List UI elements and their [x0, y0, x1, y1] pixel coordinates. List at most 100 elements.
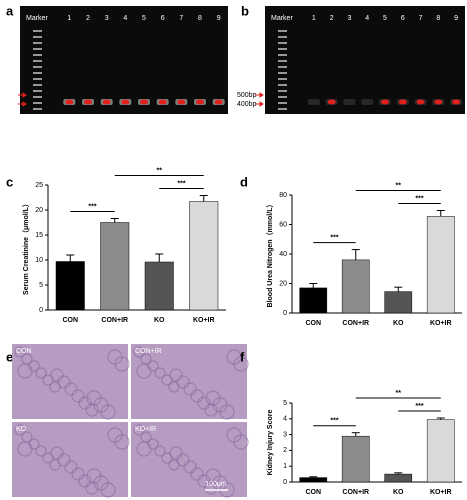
ladder-band — [278, 84, 287, 86]
tubule — [147, 438, 159, 450]
significance-label: *** — [88, 203, 96, 210]
lane-number: 3 — [105, 15, 109, 22]
ladder-band — [278, 30, 287, 32]
tubule — [49, 381, 61, 393]
panel-label: d — [240, 174, 248, 189]
tubule — [136, 363, 152, 379]
tubule — [176, 375, 190, 389]
histology-label: CON — [16, 348, 32, 355]
saturated-band — [434, 99, 443, 105]
lane-number: 5 — [142, 15, 146, 22]
ladder-band — [278, 66, 287, 68]
significance-label: ** — [157, 167, 163, 174]
lane-number: 7 — [419, 15, 423, 22]
significance-label: ** — [396, 182, 402, 189]
panel-label: c — [6, 174, 13, 189]
ladder-band — [33, 90, 42, 92]
tubule — [50, 368, 64, 382]
y-tick-label: 0 — [283, 310, 287, 317]
significance-label: *** — [415, 195, 423, 202]
ladder-band — [33, 102, 42, 104]
size-label: 400bp — [0, 101, 20, 108]
saturated-band — [416, 99, 425, 105]
x-tick-label: CON+IR — [342, 489, 369, 496]
y-tick-label: 4 — [283, 416, 287, 423]
tubule — [168, 381, 180, 393]
tubule — [219, 404, 235, 420]
ladder-band — [33, 54, 42, 56]
tubule — [78, 474, 92, 488]
tubule — [204, 403, 218, 417]
tubule — [71, 467, 85, 481]
tubule — [168, 459, 180, 471]
lane-number: 1 — [312, 15, 316, 22]
y-axis-label: Blood Urea Nitrogen（mmol/L） — [266, 201, 274, 308]
size-arrow — [255, 101, 264, 107]
y-axis-label: Kidney Injury Score — [267, 410, 274, 476]
tubule — [183, 382, 197, 396]
ladder-band — [33, 66, 42, 68]
size-label: 500bp — [0, 92, 20, 99]
tubule — [147, 360, 159, 372]
x-tick-label: KO+IR — [430, 320, 452, 327]
lane-number: 4 — [123, 15, 127, 22]
tubule — [28, 360, 40, 372]
tubule — [136, 441, 152, 457]
lane-number: 6 — [401, 15, 405, 22]
x-tick-label: CON — [62, 317, 78, 324]
ladder-band — [33, 42, 42, 44]
significance-label: *** — [330, 234, 338, 241]
significance-label: *** — [330, 418, 338, 425]
panel-label: b — [241, 3, 249, 18]
ladder-band — [33, 84, 42, 86]
size-arrow — [18, 101, 27, 107]
saturated-band — [381, 99, 389, 105]
y-tick-label: 5 — [283, 400, 287, 407]
saturated-band — [398, 99, 407, 105]
lane-number: 8 — [436, 15, 440, 22]
tubule — [233, 356, 249, 372]
tubule — [114, 356, 130, 372]
bar — [426, 216, 455, 314]
ladder-band — [278, 90, 287, 92]
tubule — [161, 452, 173, 464]
tubule — [133, 346, 145, 358]
gel-image — [20, 6, 228, 114]
bar — [341, 259, 370, 314]
y-tick-label: 20 — [279, 280, 287, 287]
size-arrow — [255, 92, 264, 98]
panel-label: e — [6, 349, 13, 364]
ladder-band — [278, 48, 287, 50]
tubule — [114, 434, 130, 450]
tubule — [161, 374, 173, 386]
ladder-band — [33, 36, 42, 38]
tubule — [85, 481, 99, 495]
y-tick-label: 5 — [39, 282, 43, 289]
lane-number: 3 — [347, 15, 351, 22]
saturated-band — [327, 99, 336, 105]
ladder-band — [33, 48, 42, 50]
scale-bar-label: 100μm — [205, 481, 227, 488]
y-tick-label: 2 — [283, 447, 287, 454]
tubule — [169, 368, 183, 382]
y-tick-label: 60 — [279, 221, 287, 228]
tubule — [28, 438, 40, 450]
saturated-band — [158, 99, 167, 105]
panel-label: a — [6, 3, 14, 18]
significance-label: ** — [396, 390, 402, 397]
lane-number: 7 — [179, 15, 183, 22]
y-tick-label: 1 — [283, 463, 287, 470]
y-tick-label: 80 — [279, 192, 287, 199]
saturated-band — [177, 99, 186, 105]
ladder-band — [278, 102, 287, 104]
bar — [100, 222, 130, 311]
tubule — [49, 459, 61, 471]
tubule — [57, 375, 71, 389]
y-tick-label: 0 — [283, 479, 287, 486]
ladder-band — [33, 108, 42, 110]
tubule — [154, 445, 166, 457]
lane-number: 8 — [198, 15, 202, 22]
ladder-band — [278, 42, 287, 44]
y-tick-label: 3 — [283, 431, 287, 438]
